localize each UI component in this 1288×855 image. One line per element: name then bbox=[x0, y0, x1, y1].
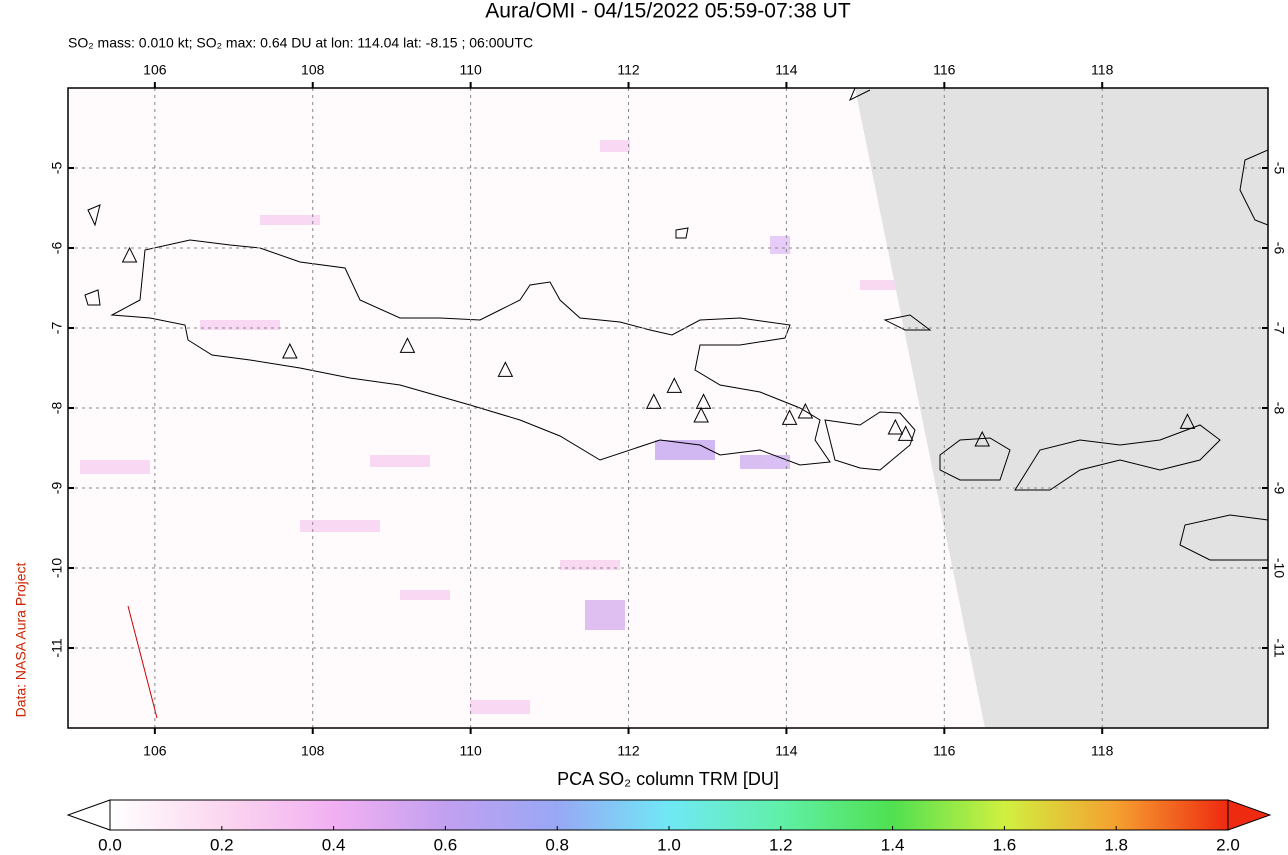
volcano bbox=[497, 361, 514, 377]
y-tick-label: -8 bbox=[1271, 402, 1287, 415]
volcano bbox=[897, 425, 914, 441]
axes: 106 106 108 108 110 110 112 112 114 114 116 116 118 1… bbox=[49, 62, 1288, 759]
y-tick-label: -7 bbox=[49, 322, 65, 335]
volcano bbox=[399, 337, 416, 353]
x-tick-label: 118 bbox=[1091, 743, 1114, 759]
y-tick-label: -10 bbox=[1271, 558, 1287, 578]
x-tick-label: 114 bbox=[775, 62, 798, 78]
volcano bbox=[797, 402, 814, 419]
x-tick-label: 112 bbox=[617, 62, 640, 78]
y-tick-label: -11 bbox=[49, 638, 65, 657]
volcano bbox=[974, 430, 991, 447]
colorbar-tick-label: 0.6 bbox=[434, 835, 458, 854]
colorbar-tick-label: 2.0 bbox=[1216, 835, 1240, 854]
x-tick-label: 110 bbox=[459, 62, 482, 78]
colorbar-tick-label: 1.6 bbox=[993, 835, 1017, 854]
colorbar-tick-label: 0.2 bbox=[210, 835, 234, 854]
credit: Data: NASA Aura Project bbox=[13, 562, 29, 717]
volcano bbox=[645, 393, 662, 409]
volcano bbox=[781, 409, 798, 425]
y-tick-label: -5 bbox=[49, 162, 65, 175]
colorbar-tick-label: 1.0 bbox=[657, 835, 681, 854]
y-tick-label: -7 bbox=[1271, 322, 1287, 335]
swath-edge bbox=[127, 605, 158, 719]
subtitle: SO₂ mass: 0.010 kt; SO₂ max: 0.64 DU at … bbox=[68, 35, 533, 51]
x-tick-label: 110 bbox=[459, 743, 482, 759]
y-tick-label: -8 bbox=[49, 402, 65, 415]
y-tick-label: -9 bbox=[49, 482, 65, 495]
grid bbox=[68, 88, 1268, 728]
volcanoes bbox=[121, 246, 1196, 447]
x-tick-label: 108 bbox=[301, 743, 325, 759]
so2-pixels bbox=[80, 140, 900, 714]
y-tick-label: -6 bbox=[1271, 242, 1287, 255]
x-tick-label: 116 bbox=[933, 743, 956, 759]
colorbar-tick-label: 0.4 bbox=[322, 835, 346, 854]
colorbar-arrow-high bbox=[1227, 799, 1272, 831]
colorbar-tick-label: 0.8 bbox=[545, 835, 569, 854]
volcano bbox=[121, 246, 138, 263]
colorbar-tick-label: 1.8 bbox=[1104, 835, 1128, 854]
y-tick-label: -11 bbox=[1271, 638, 1287, 657]
volcano bbox=[693, 406, 709, 423]
volcano bbox=[887, 418, 904, 435]
x-tick-label: 116 bbox=[933, 62, 956, 78]
x-tick-label: 112 bbox=[617, 743, 640, 759]
volcano bbox=[282, 342, 298, 359]
volcano bbox=[1179, 413, 1196, 429]
y-tick-label: -6 bbox=[49, 242, 65, 255]
y-tick-label: -9 bbox=[1271, 482, 1287, 495]
colorbar-label: PCA SO₂ column TRM [DU] bbox=[557, 769, 779, 789]
colorbar-tick-label: 0.0 bbox=[98, 835, 122, 854]
volcano bbox=[666, 377, 683, 393]
colorbar bbox=[109, 799, 1229, 831]
colorbar-tick-label: 1.2 bbox=[769, 835, 793, 854]
colorbar-arrow-low bbox=[66, 799, 111, 831]
x-tick-label: 114 bbox=[775, 743, 798, 759]
x-tick-label: 108 bbox=[301, 62, 325, 78]
coastlines bbox=[84, 88, 1268, 561]
colorbar-ticks: 0.0 0.2 0.4 0.6 0.8 1.0 1.2 1.4 1.6 1.8 2.0 bbox=[98, 826, 1240, 854]
title: Aura/OMI - 04/15/2022 05:59-07:38 UT bbox=[485, 0, 851, 23]
y-tick-label: -5 bbox=[1271, 162, 1287, 175]
colorbar-tick-label: 1.4 bbox=[881, 835, 905, 854]
x-tick-label: 106 bbox=[143, 62, 167, 78]
x-tick-label: 106 bbox=[143, 743, 167, 759]
x-tick-label: 118 bbox=[1091, 62, 1114, 78]
map-area bbox=[68, 88, 1268, 728]
volcano bbox=[695, 393, 712, 409]
y-tick-label: -10 bbox=[49, 558, 65, 578]
